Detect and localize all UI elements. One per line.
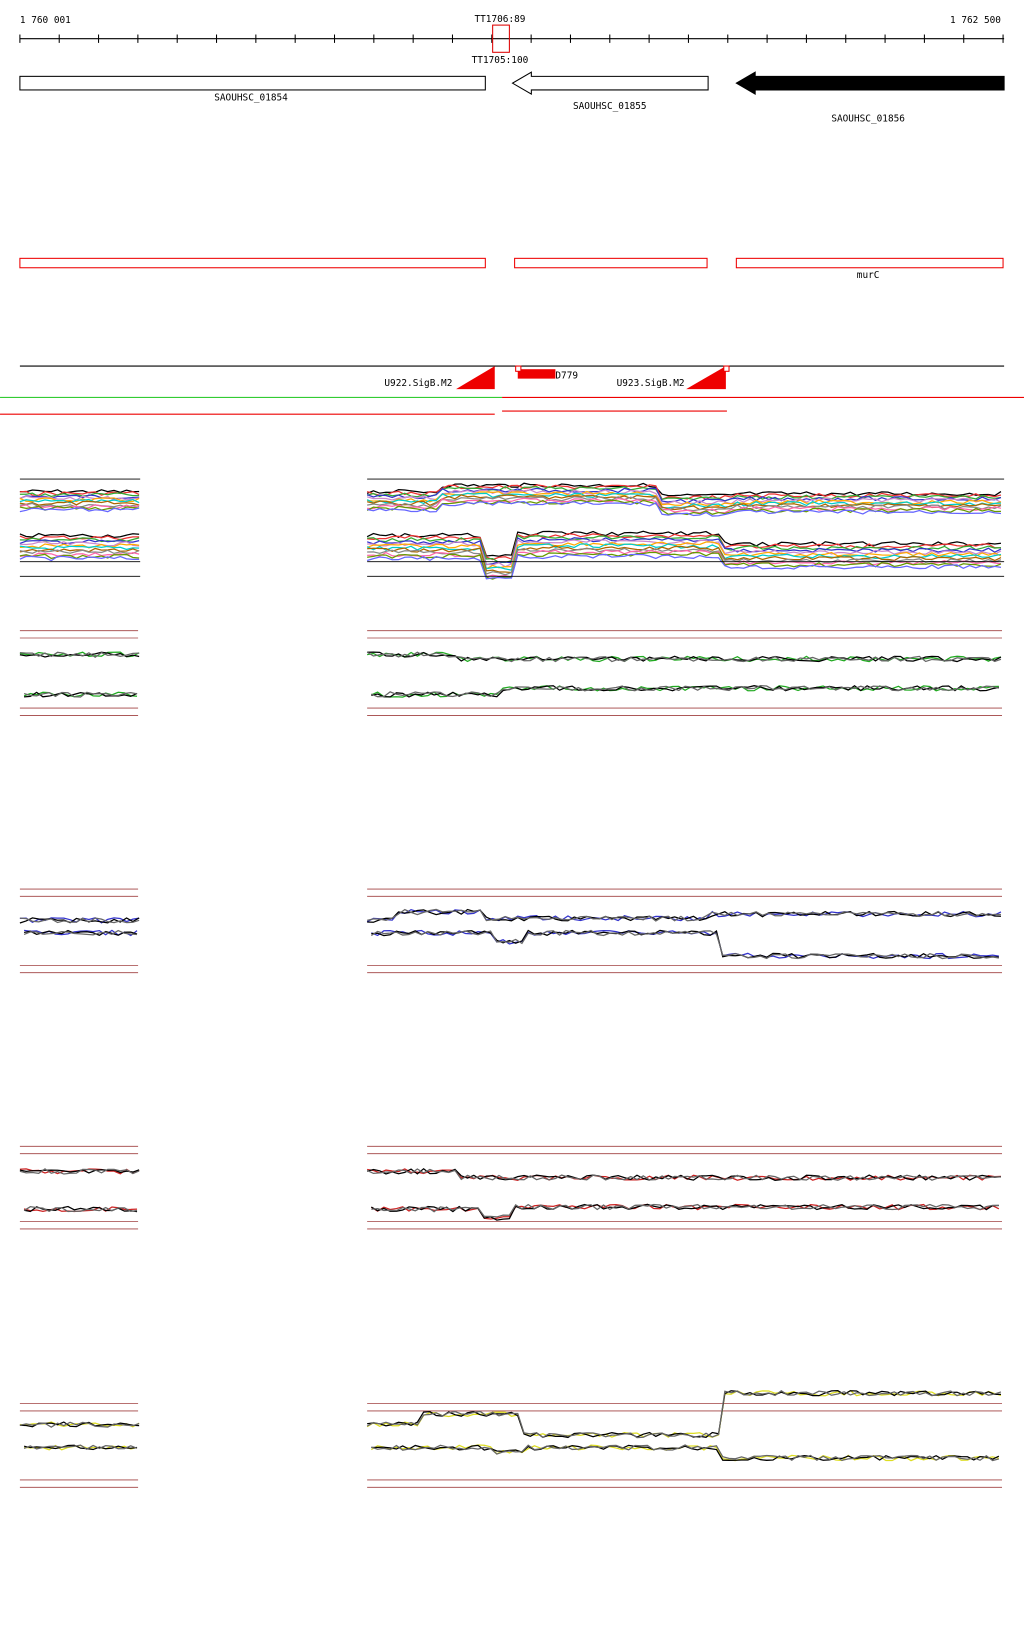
expression-curve xyxy=(367,496,1002,512)
expression-curve xyxy=(19,917,140,924)
expression-curve xyxy=(23,691,138,698)
promoter-label: U922.SigB.M2 xyxy=(384,378,452,389)
expression-curve xyxy=(19,651,140,659)
expression-curve xyxy=(371,1444,1000,1462)
expression-curve xyxy=(367,494,1002,511)
expression-curve xyxy=(371,685,999,698)
expression-tracks xyxy=(19,478,1005,1488)
expression-curve xyxy=(19,537,140,543)
expression-curve xyxy=(19,549,140,555)
expression-curve xyxy=(366,908,1002,923)
probe-label: TT1706:89 xyxy=(474,14,525,25)
expression-curve xyxy=(367,545,1002,574)
ruler-end: 1 762 500 xyxy=(950,15,1001,26)
cds-box xyxy=(19,257,486,269)
expression-curve xyxy=(367,651,1002,663)
probe-box xyxy=(492,24,510,53)
expression-curve xyxy=(19,552,140,557)
cds-box xyxy=(514,257,708,269)
probe-label: TT1705:100 xyxy=(472,55,529,66)
gene-name: murC xyxy=(857,270,880,281)
gene-label: SAOUHSC_01856 xyxy=(831,113,905,124)
cds-box xyxy=(735,257,1004,269)
expression-curve xyxy=(367,539,1002,568)
expression-curve xyxy=(366,908,1001,922)
gene-label: SAOUHSC_01854 xyxy=(214,92,288,103)
region xyxy=(517,369,556,379)
expression-curve xyxy=(371,684,1000,698)
expression-curve xyxy=(19,507,140,513)
gene xyxy=(511,71,709,96)
expression-curve xyxy=(366,530,1002,557)
expression-curve xyxy=(19,543,140,549)
expression-curve xyxy=(23,929,138,936)
expression-curve xyxy=(19,489,140,494)
gene xyxy=(19,75,486,91)
expression-curve xyxy=(366,487,1002,504)
promoter-label: U923.SigB.M2 xyxy=(617,378,685,389)
expression-curve xyxy=(370,929,999,960)
expression-curve xyxy=(19,545,140,551)
expression-curve xyxy=(23,1444,138,1450)
expression-curve xyxy=(366,651,1002,663)
expression-curve xyxy=(366,1168,1001,1181)
expression-curve xyxy=(19,498,140,504)
expression-curve xyxy=(367,500,1002,517)
expression-curve xyxy=(366,1389,1002,1439)
expression-curve xyxy=(371,929,999,959)
expression-curve xyxy=(366,553,1002,580)
expression-curve xyxy=(19,1421,140,1428)
expression-curve xyxy=(23,929,138,936)
expression-curve xyxy=(19,1168,140,1175)
expression-curve xyxy=(23,691,138,698)
expression-curve xyxy=(19,541,140,547)
promoter xyxy=(686,366,726,390)
gene xyxy=(735,71,1005,96)
expression-curve xyxy=(19,651,140,658)
gene-label: SAOUHSC_01855 xyxy=(573,101,647,112)
expression-curve xyxy=(367,497,1002,514)
region-end xyxy=(515,365,522,372)
expression-curve xyxy=(371,1203,999,1218)
expression-curve xyxy=(19,553,140,560)
expression-curve xyxy=(19,532,140,539)
expression-curve xyxy=(367,551,1002,580)
expression-curve xyxy=(366,492,1001,509)
expression-curve xyxy=(19,500,140,506)
ruler-start: 1 760 001 xyxy=(20,15,71,26)
region-label: D779 xyxy=(555,371,578,382)
expression-curve xyxy=(23,1206,138,1213)
expression-curve xyxy=(366,536,1002,566)
expression-curve xyxy=(19,495,140,502)
promoter xyxy=(456,366,495,390)
expression-curve xyxy=(367,532,1002,561)
region-end xyxy=(723,365,730,372)
ruler-ticks xyxy=(19,34,1004,43)
expression-curve xyxy=(366,482,1002,497)
expression-curve xyxy=(19,555,140,562)
